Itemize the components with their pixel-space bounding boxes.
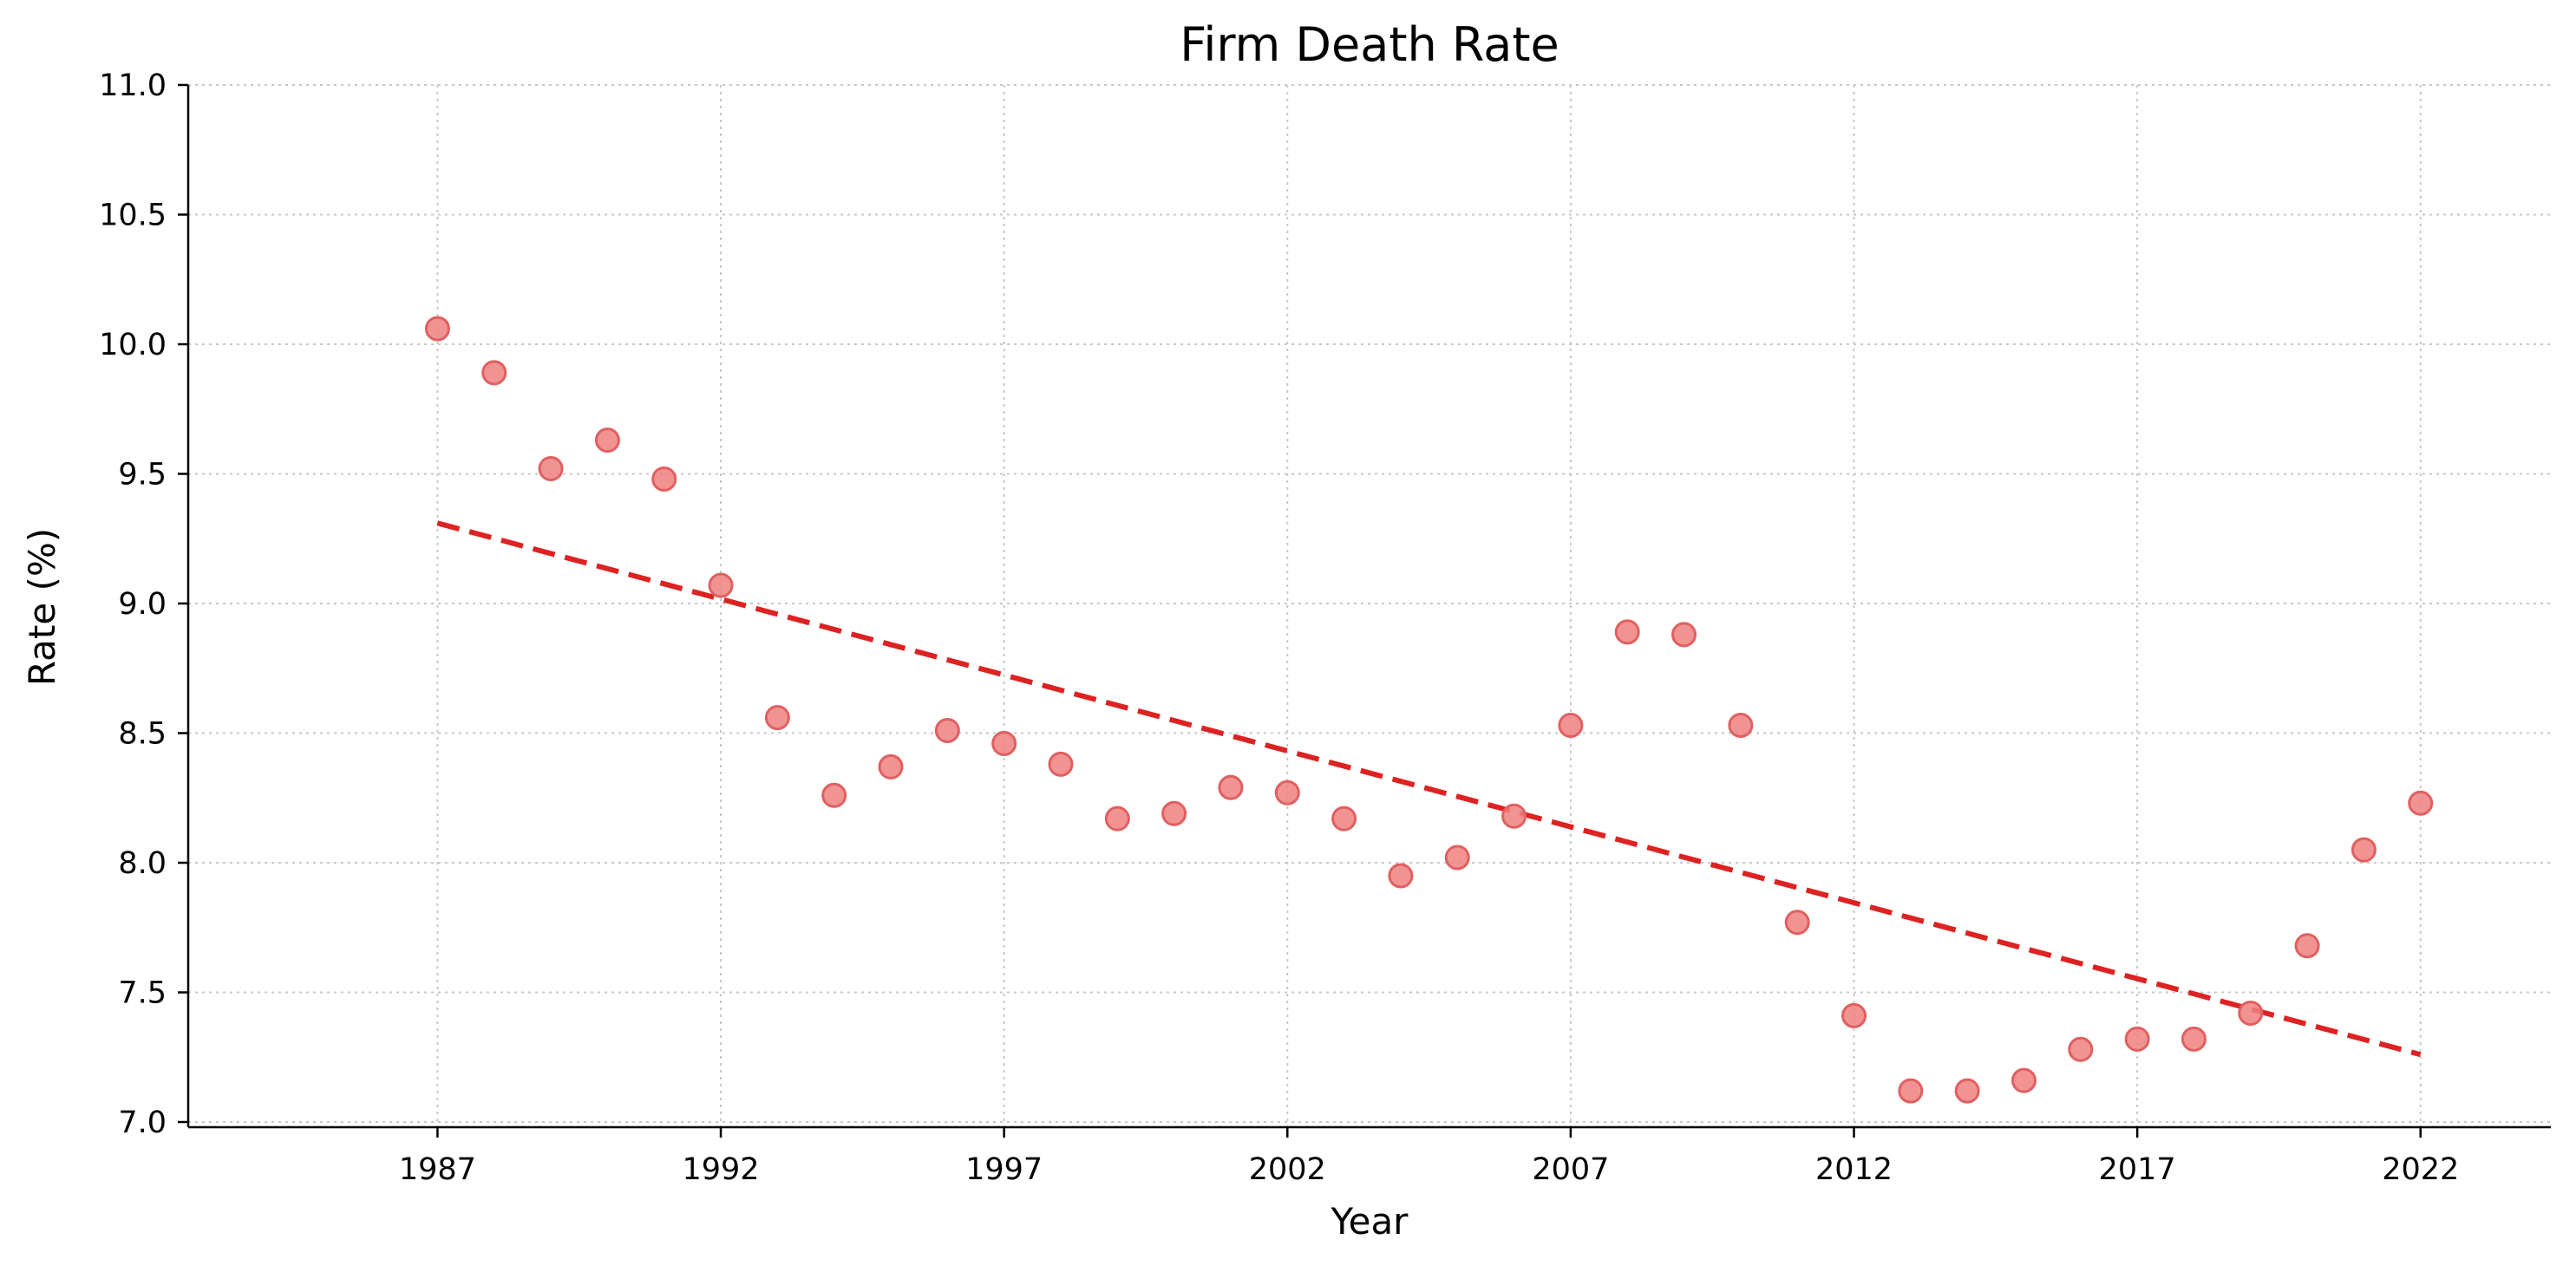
data-point <box>2068 1036 2094 1062</box>
y-tick-label: 7.5 <box>118 976 167 1011</box>
data-point <box>1161 800 1187 826</box>
x-tick-label: 1997 <box>965 1152 1043 1187</box>
data-point <box>2180 1026 2207 1052</box>
data-point <box>821 782 847 808</box>
x-axis-label: Year <box>1330 1200 1409 1243</box>
data-point <box>1274 780 1300 806</box>
x-tick-label: 2017 <box>2099 1152 2176 1187</box>
data-point <box>1218 774 1244 800</box>
data-point <box>1388 863 1414 889</box>
y-tick-label: 10.0 <box>99 328 167 362</box>
data-point <box>2408 790 2434 816</box>
data-point <box>708 572 734 598</box>
y-tick-label: 7.0 <box>118 1106 167 1140</box>
y-tick-label: 10.5 <box>99 199 167 233</box>
data-point <box>594 427 620 453</box>
data-point <box>481 360 507 386</box>
axes <box>186 85 2551 1129</box>
data-point <box>2124 1026 2150 1052</box>
x-tick-label: 1992 <box>683 1152 760 1187</box>
data-point <box>1501 803 1527 829</box>
data-point <box>1898 1078 1924 1104</box>
data-point <box>1954 1078 1980 1104</box>
data-points <box>424 316 2434 1104</box>
chart-title: Firm Death Rate <box>1180 17 1559 72</box>
data-point <box>934 718 960 744</box>
trend-line <box>436 520 2422 1058</box>
y-tick-label: 9.5 <box>118 458 167 492</box>
data-point <box>1728 713 1754 739</box>
data-point <box>2294 933 2320 959</box>
data-point <box>878 753 904 780</box>
x-tick-label: 2022 <box>2382 1152 2459 1187</box>
data-point <box>2238 1000 2264 1026</box>
data-point <box>1784 910 1810 936</box>
data-point <box>1444 845 1470 871</box>
data-point <box>1558 713 1584 739</box>
data-point <box>991 730 1017 756</box>
data-point <box>2350 837 2377 863</box>
y-tick-label: 8.5 <box>118 717 167 752</box>
data-point <box>1331 806 1357 832</box>
trend-line-layer <box>436 520 2422 1058</box>
y-tick-label: 9.0 <box>118 587 167 622</box>
x-ticks: 1987 1992 1997 2002 2007 2012 2017 2022 <box>399 1127 2459 1187</box>
data-point <box>1048 751 1074 777</box>
data-point <box>1614 619 1640 645</box>
data-point <box>1841 1002 1867 1028</box>
data-point <box>1671 622 1697 648</box>
data-point <box>538 456 564 482</box>
data-point <box>764 705 790 731</box>
x-tick-label: 2007 <box>1532 1152 1609 1187</box>
data-point <box>651 466 677 492</box>
y-axis-label: Rate (%) <box>21 528 63 686</box>
data-point <box>1104 806 1130 832</box>
grid-lines <box>188 84 2551 1127</box>
x-tick-label: 1987 <box>399 1152 476 1187</box>
data-point <box>2010 1067 2037 1093</box>
data-point <box>424 316 450 342</box>
y-tick-label: 8.0 <box>118 846 167 881</box>
y-ticks: 7.0 7.5 8.0 8.5 9.0 9.5 10.0 10.5 11.0 <box>99 68 188 1140</box>
x-tick-label: 2002 <box>1249 1152 1326 1187</box>
x-tick-label: 2012 <box>1815 1152 1893 1187</box>
y-tick-label: 11.0 <box>99 68 167 103</box>
